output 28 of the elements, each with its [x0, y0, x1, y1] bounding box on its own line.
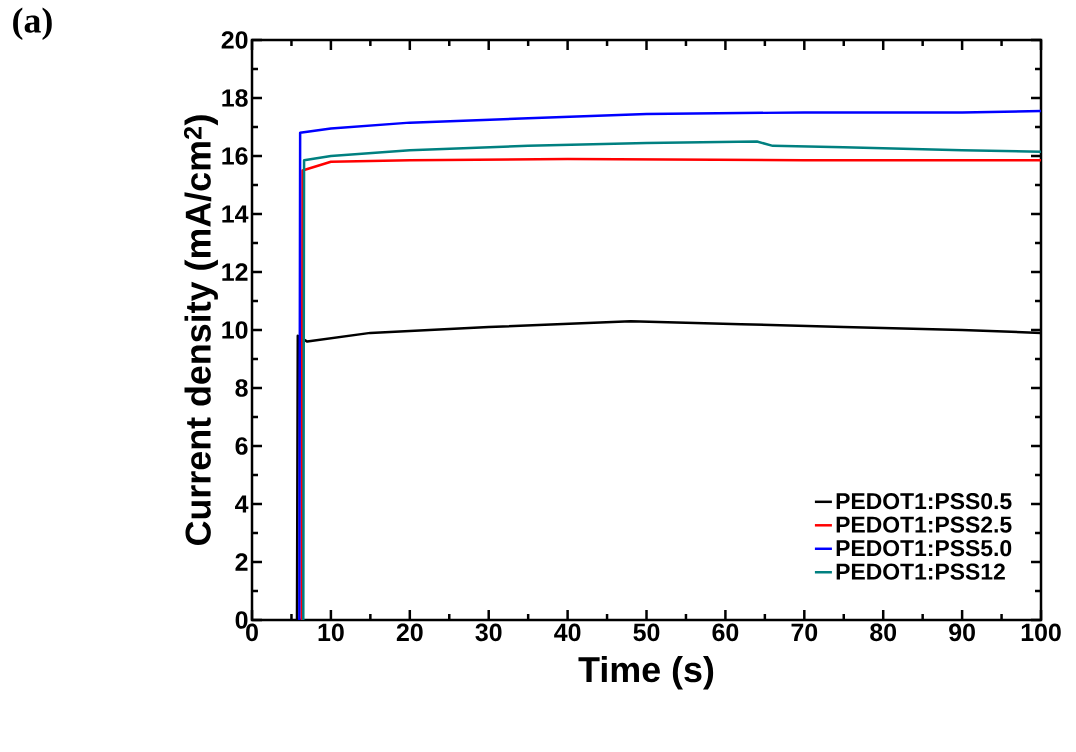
legend-label: PEDOT1:PSS5.0: [836, 540, 1012, 557]
y-axis-title: Current density (mA/cm$^{2}$): [183, 115, 218, 545]
x-tick-label: 20: [396, 623, 423, 642]
x-tick-label: 10: [318, 623, 344, 642]
x-tick-label: 60: [712, 623, 739, 642]
x-tick-label: 100: [1021, 623, 1061, 642]
x-axis-title: Time (s): [578, 656, 714, 690]
x-tick-label: 30: [475, 623, 502, 642]
y-tick-label: 6: [235, 437, 248, 455]
legend-label: PEDOT1:PSS12: [836, 563, 1005, 580]
x-tick-label: 70: [791, 623, 818, 642]
x-tick-label: 90: [949, 623, 975, 642]
x-tick-label: 80: [870, 623, 897, 642]
legend-label: PEDOT1:PSS0.5: [836, 493, 1012, 510]
y-tick-label: 20: [221, 31, 248, 49]
text: (a): [13, 7, 52, 41]
y-tick-label: 4: [235, 495, 249, 513]
y-tick-label: 12: [222, 263, 248, 281]
y-tick-label: 16: [222, 147, 248, 165]
x-tick-label: 50: [633, 623, 660, 642]
x-tick-label: 40: [554, 623, 581, 642]
y-tick-label: 14: [222, 205, 249, 223]
y-tick-label: 2: [235, 553, 248, 571]
legend-label: PEDOT1:PSS2.5: [836, 516, 1012, 533]
y-tick-label: 8: [235, 379, 248, 397]
y-tick-label: 18: [222, 89, 248, 107]
y-tick-label: 0: [235, 611, 248, 629]
y-tick-label: 10: [222, 321, 248, 339]
